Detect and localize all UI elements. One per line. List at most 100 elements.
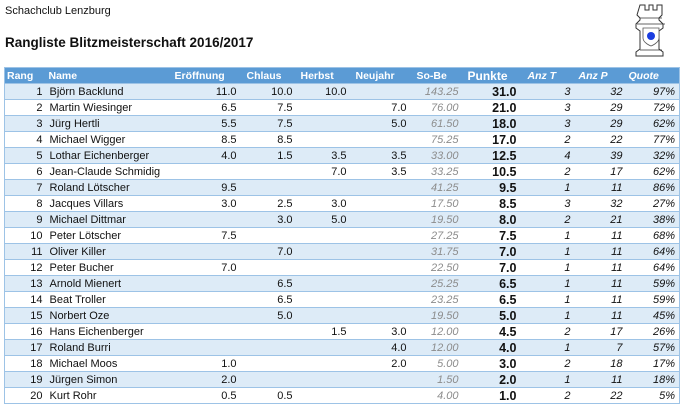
cell-quote: 57%	[626, 339, 680, 356]
cell-neujahr	[350, 291, 411, 308]
cell-punkte: 1.0	[462, 387, 521, 404]
cell-rang: 2	[4, 99, 47, 116]
page-title: Rangliste Blitzmeisterschaft 2016/2017	[5, 35, 254, 50]
cell-anzt: 1	[520, 307, 575, 324]
cell-eroeffnung: 3.0	[170, 195, 241, 212]
cell-sobe: 143.25	[410, 83, 463, 100]
cell-chlaus: 7.5	[240, 99, 297, 116]
cell-anzp: 11	[574, 179, 627, 196]
cell-anzp: 11	[574, 227, 627, 244]
cell-quote: 26%	[626, 323, 680, 340]
cell-neujahr	[350, 195, 411, 212]
cell-quote: 27%	[626, 195, 680, 212]
cell-anzp: 17	[574, 163, 627, 180]
cell-anzt: 3	[520, 115, 575, 132]
cell-chlaus: 8.5	[240, 131, 297, 148]
table-row: 17 Roland Burri 4.0 12.00 4.0 1 7 57%	[4, 339, 680, 356]
cell-sobe: 19.50	[410, 211, 463, 228]
table-body: 1 Björn Backlund 11.0 10.0 10.0 143.25 31.0 3 32…	[4, 83, 680, 404]
cell-chlaus	[240, 323, 297, 340]
col-header-chlaus[interactable]: Chlaus	[240, 67, 297, 84]
cell-herbst	[296, 227, 351, 244]
cell-anzp: 11	[574, 259, 627, 276]
cell-neujahr	[350, 83, 411, 100]
cell-punkte: 31.0	[462, 83, 521, 100]
cell-eroeffnung	[170, 275, 241, 292]
cell-herbst: 7.0	[296, 163, 351, 180]
cell-name: Björn Backlund	[46, 83, 171, 100]
cell-anzt: 1	[520, 339, 575, 356]
col-header-quote[interactable]: Quote	[626, 67, 680, 84]
cell-sobe: 33.00	[410, 147, 463, 164]
cell-punkte: 6.5	[462, 275, 521, 292]
col-header-neujahr[interactable]: Neujahr	[350, 67, 411, 84]
cell-punkte: 2.0	[462, 371, 521, 388]
table-row: 16 Hans Eichenberger 1.5 3.0 12.00 4.5 2 17 26%	[4, 323, 680, 340]
cell-neujahr: 3.5	[350, 163, 411, 180]
cell-eroeffnung: 0.5	[170, 387, 241, 404]
cell-neujahr: 3.0	[350, 323, 411, 340]
cell-eroeffnung: 6.5	[170, 99, 241, 116]
cell-rang: 12	[4, 259, 47, 276]
cell-name: Michael Wigger	[46, 131, 171, 148]
cell-sobe: 33.25	[410, 163, 463, 180]
cell-chlaus	[240, 371, 297, 388]
cell-rang: 8	[4, 195, 47, 212]
cell-rang: 16	[4, 323, 47, 340]
cell-sobe: 27.25	[410, 227, 463, 244]
cell-anzt: 1	[520, 291, 575, 308]
cell-punkte: 8.0	[462, 211, 521, 228]
col-header-sobe[interactable]: So-Be	[410, 67, 463, 84]
cell-rang: 19	[4, 371, 47, 388]
cell-eroeffnung: 7.5	[170, 227, 241, 244]
cell-anzp: 11	[574, 307, 627, 324]
table-row: 14 Beat Troller 6.5 23.25 6.5 1 11 59%	[4, 291, 680, 308]
col-header-herbst[interactable]: Herbst	[296, 67, 351, 84]
col-header-punkte[interactable]: Punkte	[462, 67, 521, 84]
cell-rang: 11	[4, 243, 47, 260]
cell-rang: 7	[4, 179, 47, 196]
cell-herbst	[296, 339, 351, 356]
cell-anzt: 2	[520, 163, 575, 180]
cell-anzt: 2	[520, 387, 575, 404]
cell-name: Peter Lötscher	[46, 227, 171, 244]
cell-sobe: 4.00	[410, 387, 463, 404]
cell-quote: 64%	[626, 259, 680, 276]
cell-name: Jürgen Simon	[46, 371, 171, 388]
cell-rang: 6	[4, 163, 47, 180]
cell-neujahr: 5.0	[350, 115, 411, 132]
cell-chlaus	[240, 179, 297, 196]
col-header-rang[interactable]: Rang	[4, 67, 47, 84]
cell-neujahr: 4.0	[350, 339, 411, 356]
cell-herbst: 10.0	[296, 83, 351, 100]
cell-rang: 13	[4, 275, 47, 292]
cell-name: Roland Burri	[46, 339, 171, 356]
cell-eroeffnung: 4.0	[170, 147, 241, 164]
cell-chlaus	[240, 259, 297, 276]
table-row: 18 Michael Moos 1.0 2.0 5.00 3.0 2 18 17%	[4, 355, 680, 372]
cell-chlaus: 7.0	[240, 243, 297, 260]
cell-neujahr	[350, 179, 411, 196]
cell-anzp: 11	[574, 371, 627, 388]
col-header-name[interactable]: Name	[46, 67, 171, 84]
cell-anzp: 22	[574, 131, 627, 148]
cell-punkte: 17.0	[462, 131, 521, 148]
col-header-eroeffnung[interactable]: Eröffnung	[170, 67, 241, 84]
cell-quote: 45%	[626, 307, 680, 324]
col-header-anz-p[interactable]: Anz P	[574, 67, 627, 84]
cell-eroeffnung	[170, 307, 241, 324]
cell-anzt: 1	[520, 259, 575, 276]
cell-quote: 18%	[626, 371, 680, 388]
cell-eroeffnung	[170, 291, 241, 308]
cell-anzt: 1	[520, 243, 575, 260]
cell-chlaus: 7.5	[240, 115, 297, 132]
col-header-anz-t[interactable]: Anz T	[520, 67, 575, 84]
cell-anzp: 17	[574, 323, 627, 340]
cell-eroeffnung	[170, 339, 241, 356]
cell-chlaus: 2.5	[240, 195, 297, 212]
cell-punkte: 4.0	[462, 339, 521, 356]
cell-eroeffnung	[170, 243, 241, 260]
cell-quote: 72%	[626, 99, 680, 116]
cell-anzp: 7	[574, 339, 627, 356]
cell-name: Lothar Eichenberger	[46, 147, 171, 164]
